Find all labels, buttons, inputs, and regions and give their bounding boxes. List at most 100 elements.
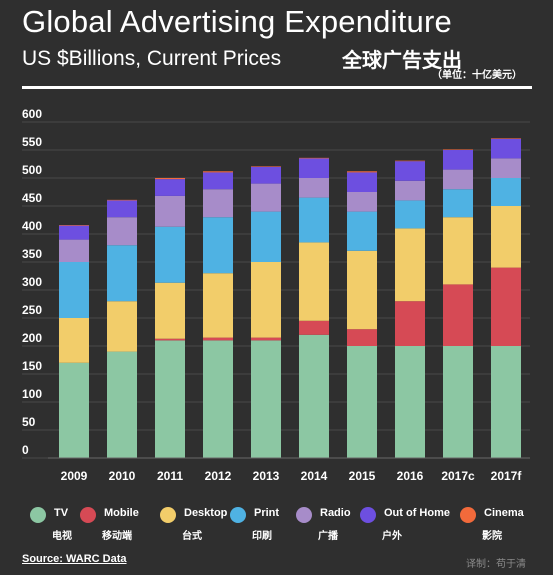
bar-segment-desktop [59,318,89,363]
print-dot-icon [230,507,246,523]
bar-segment-out-of-home [251,166,281,184]
bar-segment-desktop [155,282,185,339]
legend-label: TV [54,507,69,519]
bar-segment-out-of-home [107,200,137,218]
bar-segment-out-of-home [395,161,425,181]
legend-label: Mobile [104,507,139,519]
y-tick-label: 550 [22,135,42,149]
bar-segment-print [251,211,281,262]
x-tick-label: 2017f [491,469,523,483]
source-link[interactable]: Source: WARC Data [22,553,127,565]
bar-segment-cinema [59,225,89,226]
bar-segment-cinema [491,138,521,139]
bar-segment-radio [155,195,185,227]
bar-segment-desktop [347,250,377,330]
bar-segment-radio [395,180,425,201]
x-tick-label: 2012 [205,469,232,483]
bar-segment-radio [443,169,473,190]
bar-segment-cinema [155,178,185,180]
legend-label: Cinema [484,507,524,519]
radio-dot-icon [296,507,312,523]
y-tick-label: 450 [22,191,42,205]
x-tick-label: 2011 [157,469,183,483]
bar-segment-radio [299,178,329,198]
legend-label: Print [254,507,280,519]
out-of-home-dot-icon [360,507,376,523]
bar-segment-print [107,245,137,302]
bar-segment-out-of-home [59,225,89,240]
bar-segment-desktop [251,262,281,338]
bar-segment-print [491,178,521,206]
bar-segment-out-of-home [491,138,521,159]
y-tick-label: 600 [22,107,42,121]
bar-segment-tv [107,351,137,458]
bar-segment-radio [203,189,233,218]
bar-segment-cinema [443,149,473,150]
bar-segment-desktop [491,206,521,268]
bar-segment-cinema [395,160,425,162]
legend-label-cn: 印刷 [252,531,272,542]
bar-segment-desktop [395,228,425,302]
bar-segment-desktop [203,273,233,338]
legend-label-cn: 电视 [52,531,72,542]
unit-note-cn: （单位：十亿美元） [432,70,522,81]
legend-label-cn: 影院 [482,531,502,542]
bar-segment-cinema [203,171,233,173]
x-tick-label: 2010 [109,469,136,483]
chart-title: Global Advertising Expenditure [22,4,452,39]
header-divider [22,86,532,89]
bar-segment-tv [491,346,521,458]
bar-segment-tv [395,346,425,458]
bar-segment-tv [203,340,233,458]
stacked-bar-chart: 0 50 100 150 200 250 300 350 400 450 500 550 600 2009… [22,107,530,483]
y-tick-label: 0 [22,443,29,457]
bar-segment-out-of-home [203,172,233,190]
y-tick-label: 400 [22,219,42,233]
bar-segment-print [299,197,329,243]
bar-segment-radio [491,158,521,178]
cinema-dot-icon [460,507,476,523]
bar-segment-print [443,189,473,218]
bar-segment-radio [347,192,377,212]
y-tick-label: 350 [22,247,42,261]
bar-segment-print [203,217,233,274]
y-tick-label: 300 [22,275,42,289]
x-tick-label: 2016 [397,469,424,483]
tv-dot-icon [30,507,46,523]
bar-segment-print [395,200,425,229]
bar-segment-print [59,262,89,318]
bar-segment-print [155,226,185,283]
bar-segment-out-of-home [443,150,473,170]
bar-segment-radio [251,183,281,212]
y-tick-label: 150 [22,359,42,373]
bar-segment-tv [251,340,281,458]
x-tick-label: 2013 [253,469,280,483]
bar-segment-tv [299,334,329,458]
legend-label-cn: 户外 [382,531,402,542]
bar-segment-tv [443,346,473,458]
desktop-dot-icon [160,507,176,523]
legend-label: Radio [320,507,351,519]
legend-label-cn: 台式 [182,531,202,542]
x-tick-label: 2017c [441,469,475,483]
bar-segment-out-of-home [155,179,185,196]
bar-segment-mobile [203,337,233,341]
bar-segment-tv [347,346,377,458]
bar-segment-print [347,211,377,251]
bar-segment-desktop [443,217,473,285]
x-tick-label: 2014 [301,469,328,483]
bar-segment-mobile [395,301,425,346]
bar-segment-mobile [155,338,185,341]
bar-segment-radio [59,239,89,262]
y-tick-label: 100 [22,387,42,401]
bar-segment-mobile [347,329,377,346]
y-tick-label: 50 [22,415,36,429]
y-tick-label: 250 [22,303,42,317]
legend-label-cn: 移动端 [102,531,132,542]
bar-segment-radio [107,217,137,246]
legend-label: Desktop [184,507,228,519]
bar-segment-desktop [299,242,329,321]
bar-segment-mobile [299,320,329,335]
y-tick-label: 200 [22,331,42,345]
legend-label: Out of Home [384,507,450,519]
